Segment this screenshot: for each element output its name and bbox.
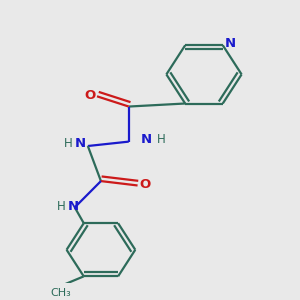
Text: H: H [57,200,65,213]
Text: N: N [75,137,86,150]
Text: O: O [139,178,150,191]
Text: H: H [64,137,73,150]
Text: N: N [68,200,79,213]
Text: N: N [224,37,236,50]
Text: O: O [84,88,95,102]
Text: H: H [157,134,166,146]
Text: CH₃: CH₃ [50,288,71,298]
Text: N: N [141,133,152,146]
